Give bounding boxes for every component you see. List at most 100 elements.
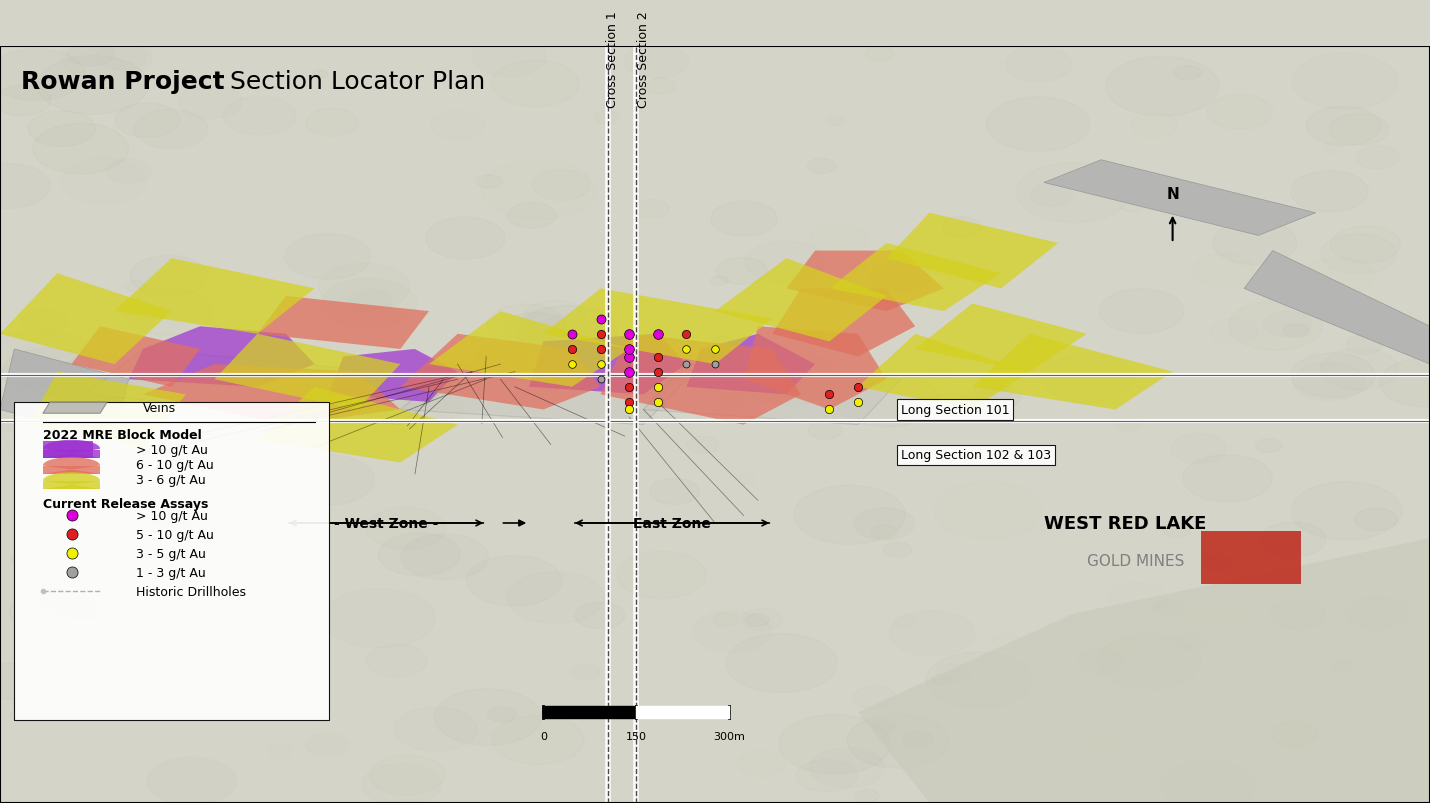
Text: 5 - 10 g/t Au: 5 - 10 g/t Au (136, 528, 213, 541)
Text: 3 - 5 g/t Au: 3 - 5 g/t Au (136, 547, 206, 560)
Polygon shape (0, 274, 172, 365)
Circle shape (808, 159, 835, 174)
Circle shape (1283, 324, 1310, 338)
Text: Long Section 101: Long Section 101 (901, 403, 1010, 417)
Circle shape (1201, 555, 1233, 572)
Circle shape (1331, 661, 1353, 671)
Circle shape (1260, 523, 1326, 557)
Circle shape (476, 176, 502, 189)
Circle shape (1100, 289, 1184, 334)
Polygon shape (329, 349, 458, 402)
Circle shape (872, 720, 895, 732)
Circle shape (366, 507, 445, 549)
Circle shape (0, 86, 50, 116)
Polygon shape (858, 334, 1030, 410)
Circle shape (779, 715, 891, 774)
Circle shape (927, 652, 1032, 708)
Circle shape (0, 50, 86, 101)
Circle shape (745, 614, 769, 626)
Circle shape (0, 164, 50, 209)
Text: Cross Section 2: Cross Section 2 (636, 11, 651, 108)
Circle shape (1346, 335, 1383, 355)
Polygon shape (43, 473, 100, 489)
Circle shape (53, 372, 112, 403)
Circle shape (1328, 114, 1389, 146)
Polygon shape (114, 259, 315, 334)
Circle shape (1271, 722, 1318, 746)
FancyBboxPatch shape (1201, 531, 1301, 584)
Polygon shape (43, 458, 100, 475)
Circle shape (273, 671, 303, 687)
Circle shape (575, 602, 625, 629)
Circle shape (37, 56, 149, 115)
Polygon shape (715, 259, 887, 342)
Polygon shape (43, 467, 100, 475)
Circle shape (1330, 226, 1400, 263)
Circle shape (1117, 420, 1140, 432)
Polygon shape (543, 289, 772, 365)
Circle shape (169, 681, 197, 695)
Text: Long Section 102 & 103: Long Section 102 & 103 (901, 449, 1051, 462)
Circle shape (488, 304, 565, 345)
Polygon shape (400, 365, 686, 425)
Circle shape (902, 732, 934, 748)
Text: East Zone: East Zone (633, 516, 711, 530)
Circle shape (797, 760, 858, 792)
Text: 1 - 3 g/t Au: 1 - 3 g/t Au (136, 566, 206, 579)
Circle shape (1207, 96, 1273, 130)
Circle shape (166, 424, 183, 434)
Circle shape (312, 71, 327, 79)
Circle shape (285, 234, 370, 280)
Polygon shape (429, 312, 629, 387)
Text: GOLD MINES: GOLD MINES (1087, 553, 1184, 569)
Circle shape (508, 203, 556, 229)
Polygon shape (72, 327, 200, 387)
Circle shape (1174, 67, 1201, 80)
Polygon shape (644, 365, 901, 425)
Circle shape (29, 112, 96, 147)
Polygon shape (787, 251, 944, 312)
Circle shape (0, 663, 41, 699)
Circle shape (87, 392, 143, 422)
Text: > 10 g/t Au: > 10 g/t Au (136, 443, 207, 457)
Polygon shape (43, 482, 100, 489)
Circle shape (715, 336, 732, 345)
Circle shape (10, 589, 96, 635)
Circle shape (1097, 634, 1201, 689)
Text: Rowan Project: Rowan Project (21, 70, 225, 94)
Circle shape (1256, 439, 1281, 453)
Polygon shape (214, 334, 400, 410)
Circle shape (854, 508, 914, 540)
Circle shape (114, 104, 180, 138)
Circle shape (942, 218, 980, 238)
Circle shape (847, 715, 948, 768)
Circle shape (1270, 600, 1326, 630)
Circle shape (130, 256, 207, 297)
Polygon shape (43, 442, 93, 459)
Polygon shape (915, 304, 1087, 372)
Circle shape (50, 355, 162, 414)
Circle shape (649, 479, 699, 505)
Circle shape (884, 542, 912, 557)
Circle shape (40, 569, 134, 619)
Circle shape (306, 109, 359, 137)
Circle shape (250, 579, 283, 596)
Circle shape (435, 689, 541, 745)
Circle shape (3, 349, 93, 396)
Circle shape (855, 789, 879, 802)
Circle shape (726, 634, 838, 693)
Circle shape (277, 454, 375, 506)
Polygon shape (686, 334, 815, 395)
Circle shape (488, 707, 516, 722)
Polygon shape (1244, 251, 1430, 365)
Circle shape (618, 552, 706, 599)
Text: 6 - 10 g/t Au: 6 - 10 g/t Au (136, 459, 213, 471)
Circle shape (319, 264, 409, 312)
Circle shape (975, 385, 1021, 410)
Circle shape (21, 310, 67, 334)
Text: 0: 0 (541, 732, 546, 741)
Text: 3 - 6 g/t Au: 3 - 6 g/t Au (136, 474, 206, 487)
Circle shape (1105, 57, 1218, 117)
Text: Veins: Veins (143, 402, 176, 415)
Polygon shape (129, 327, 315, 387)
